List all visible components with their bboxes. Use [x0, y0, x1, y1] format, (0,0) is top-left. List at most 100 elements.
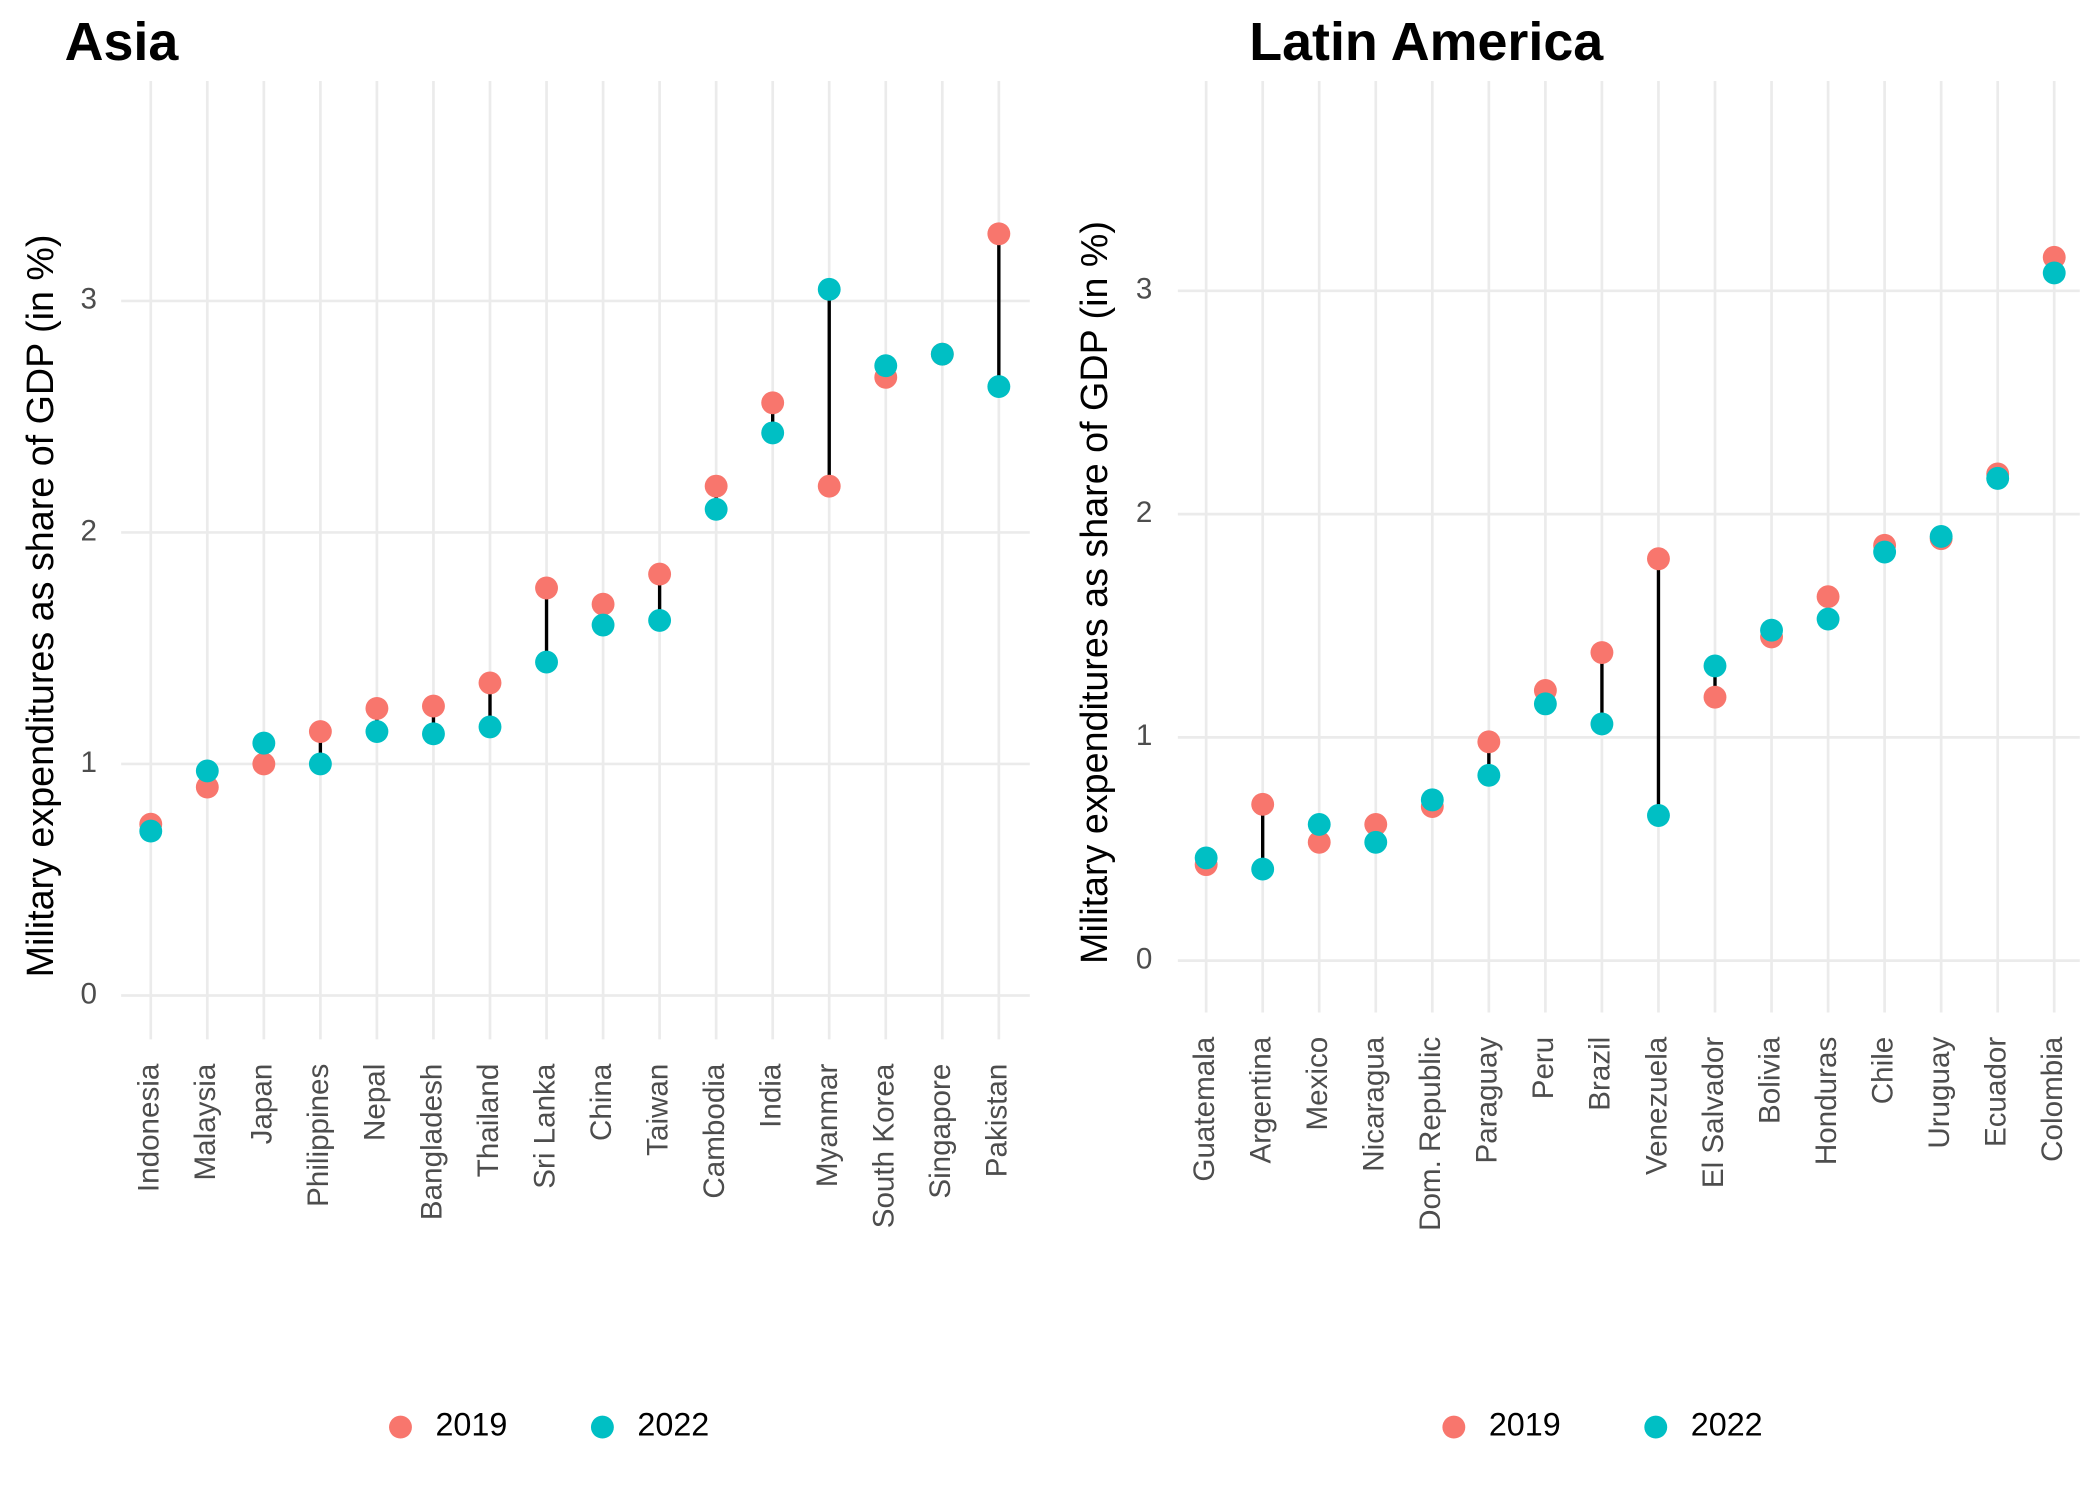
point: [422, 694, 445, 718]
y-tick-label: 1: [1136, 719, 1152, 752]
point: [761, 421, 785, 445]
point: [1703, 685, 1727, 709]
x-tick-label: Honduras: [1810, 1037, 1843, 1165]
point: [535, 650, 558, 674]
x-tick-label: Guatemala: [1188, 1036, 1221, 1181]
x-tick-label: Ecuador: [1980, 1037, 2013, 1147]
x-tick-label: Mexico: [1301, 1037, 1334, 1131]
x-tick-label: Philippines: [302, 1064, 335, 1207]
legend-label: 2019: [435, 1407, 507, 1443]
chart-title: Latin America: [1249, 12, 1604, 72]
point: [195, 775, 219, 799]
point: [930, 342, 954, 366]
point: [252, 752, 276, 776]
point: [1929, 524, 1953, 548]
point: [1533, 692, 1557, 716]
point: [1477, 730, 1501, 754]
point: [817, 277, 841, 301]
point: [591, 613, 615, 637]
x-tick-label: Cambodia: [698, 1063, 731, 1198]
x-tick-label: Dom. Republic: [1414, 1037, 1447, 1231]
point: [1590, 641, 1614, 664]
point: [1364, 830, 1388, 854]
x-tick-label: Brazil: [1584, 1037, 1617, 1111]
x-tick-label: Chile: [1866, 1037, 1899, 1104]
x-tick-label: China: [585, 1063, 618, 1141]
x-tick-label: Nepal: [359, 1064, 392, 1141]
y-axis-label: Military expenditures as share of GDP (i…: [19, 235, 61, 978]
x-tick-label: Sri Lanka: [528, 1063, 561, 1189]
y-tick-label: 0: [1136, 942, 1152, 975]
x-tick-label: Thailand: [472, 1064, 505, 1178]
legend-marker: [389, 1415, 412, 1439]
y-tick-label: 2: [80, 514, 96, 547]
x-tick-label: Bangladesh: [415, 1064, 448, 1220]
point: [252, 731, 276, 755]
point: [1816, 585, 1840, 609]
point: [195, 759, 219, 783]
point: [1816, 607, 1840, 631]
point: [1364, 812, 1388, 836]
point: [535, 576, 558, 600]
point: [2042, 261, 2066, 285]
x-tick-label: Nicaragua: [1358, 1036, 1391, 1171]
chart-title: Asia: [65, 12, 180, 72]
point: [1703, 654, 1727, 678]
point: [704, 497, 728, 521]
point: [478, 671, 502, 695]
point: [1986, 466, 2010, 490]
point: [1760, 618, 1783, 642]
point: [308, 720, 332, 743]
point: [817, 474, 841, 498]
point: [1307, 812, 1331, 836]
legend-marker: [1442, 1415, 1466, 1439]
point: [139, 819, 163, 843]
point: [1251, 857, 1275, 881]
y-tick-label: 0: [80, 977, 96, 1010]
point: [478, 715, 502, 739]
x-tick-label: Indonesia: [133, 1063, 166, 1192]
x-tick-label: Uruguay: [1923, 1037, 1956, 1149]
y-tick-label: 1: [80, 746, 96, 779]
point: [365, 696, 389, 720]
y-axis-label: Military expenditures as share of GDP (i…: [1073, 221, 1115, 964]
point: [987, 222, 1011, 246]
y-tick-label: 2: [1136, 496, 1152, 529]
point: [365, 720, 389, 743]
point: [1251, 792, 1275, 816]
x-tick-label: Malaysia: [189, 1063, 222, 1180]
point: [1420, 788, 1444, 812]
point: [1647, 547, 1670, 571]
x-tick-label: Myanmar: [811, 1064, 844, 1188]
point: [648, 562, 672, 586]
x-tick-label: Venezuela: [1640, 1036, 1673, 1175]
y-tick-label: 3: [80, 283, 96, 316]
point: [422, 722, 445, 746]
y-tick-label: 3: [1136, 273, 1152, 306]
legend-label: 2022: [637, 1407, 709, 1443]
x-tick-label: Bolivia: [1753, 1036, 1786, 1124]
x-tick-label: Singapore: [924, 1064, 957, 1199]
x-tick-label: Argentina: [1245, 1036, 1278, 1163]
point: [761, 391, 785, 415]
x-tick-label: El Salvador: [1697, 1037, 1730, 1189]
point: [1194, 846, 1218, 870]
x-tick-label: Taiwan: [641, 1064, 674, 1156]
legend-label: 2022: [1691, 1407, 1763, 1443]
point: [874, 354, 898, 378]
point: [308, 752, 332, 776]
point: [1477, 763, 1501, 787]
point: [704, 474, 728, 498]
point: [648, 608, 672, 632]
point: [1590, 712, 1614, 736]
x-tick-label: Japan: [246, 1064, 279, 1145]
point: [1307, 830, 1331, 854]
legend-label: 2019: [1489, 1407, 1561, 1443]
x-tick-label: South Korea: [868, 1063, 901, 1228]
x-tick-label: Pakistan: [981, 1064, 1014, 1178]
legend-marker: [1644, 1415, 1668, 1439]
point: [1647, 804, 1670, 827]
x-tick-label: India: [755, 1063, 788, 1128]
point: [987, 375, 1011, 399]
